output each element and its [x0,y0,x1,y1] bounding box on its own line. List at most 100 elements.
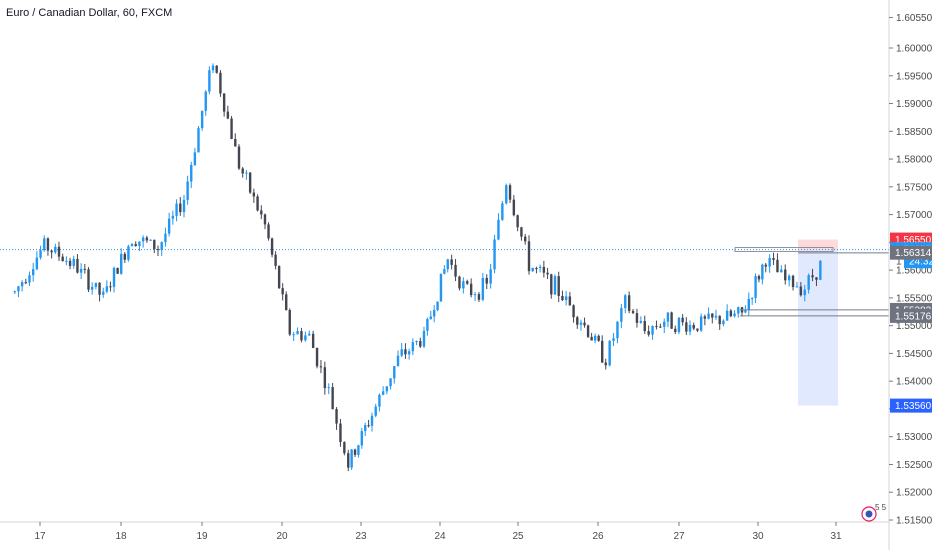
candle-body [90,286,94,290]
candle-body [608,340,611,366]
candle-body [260,210,263,215]
time-tick-label: 26 [592,531,604,542]
time-tick-label: 20 [276,531,288,542]
candle-body [360,431,364,446]
candle-body [204,91,207,111]
candle-body [200,110,204,129]
candle-body [419,341,422,347]
candle-body [811,275,814,278]
candle-body [612,338,615,341]
price-prefix-label: 1 [896,257,902,268]
candle-body [335,409,338,424]
candle-body [179,203,182,213]
candle-body [256,196,259,211]
candle-body [381,391,385,395]
candle-body [508,185,512,200]
candle-body [586,325,590,337]
currency-flag-center-icon [865,510,873,518]
candle-body [707,313,710,319]
candle-body [711,313,714,318]
price-tick-label: 1.55500 [896,293,932,304]
candle-body [65,260,68,262]
price-tick-label: 1.60550 [896,13,932,24]
candle-body [385,386,389,392]
candle-body [803,289,806,296]
time-tick-label: 24 [434,531,446,542]
time-tick-label: 19 [196,531,208,542]
candle-body [315,348,319,367]
price-tick-label: 1.53000 [896,432,932,443]
candle-body [61,256,64,262]
candle-body [109,286,112,288]
currency-badge[interactable]: 5 5 [861,503,887,522]
candle-body [87,269,90,290]
candle-body [156,249,160,251]
candle-body [411,342,415,352]
candle-body [31,269,35,276]
candle-body [477,294,481,300]
candle-body [20,282,24,287]
candle-body [94,282,98,287]
candle-body [24,282,28,284]
price-tick-label: 1.57000 [896,210,932,221]
take-profit-zone[interactable] [798,249,838,406]
candle-body [579,322,583,325]
candle-body [105,286,109,292]
candle-body [538,266,542,269]
stop-loss-zone[interactable] [798,239,838,250]
candle-body [120,253,123,274]
candle-body [655,326,658,328]
price-label: 1.56550 [895,235,932,246]
candle-body [561,295,564,301]
candle-body [815,277,818,280]
candle-body [17,286,20,292]
candle-body [364,425,367,432]
time-tick-label: 25 [512,531,524,542]
time-tick-label: 27 [673,531,685,542]
candle-body [222,93,226,112]
candle-body [784,269,787,281]
candle-body [553,276,557,295]
candle-body [819,260,822,280]
candle-body [404,349,407,355]
price-tick-label: 1.58500 [896,127,932,138]
candle-body [54,246,57,253]
candle-body [270,238,274,255]
candle-body [677,317,681,333]
candle-body [768,258,771,267]
candle-body [627,295,631,311]
candle-body [497,219,500,240]
price-label: 1.55176 [895,311,932,322]
price-label-bg [890,398,932,413]
candle-body [772,258,775,260]
candle-body [134,244,137,247]
candle-body [722,320,725,325]
candle-body [374,406,377,416]
price-tick-label: 1.54000 [896,377,932,388]
chart-title: Euro / Canadian Dollar, 60, FXCM [6,7,172,19]
candle-body [323,367,327,389]
candle-body [750,297,754,299]
candle-body [535,267,538,269]
candle-body [635,313,639,323]
time-tick-label: 30 [752,531,764,542]
candle-body [357,445,360,455]
candle-body [593,335,597,341]
price-label-bg [890,308,932,323]
candle-body [799,286,803,296]
candle-body [725,310,729,321]
price-tick-label: 1.59500 [896,71,932,82]
candle-body [43,238,46,251]
time-tick-label: 17 [34,531,46,542]
candle-body [145,237,149,241]
candle-body [160,242,163,250]
candle-body [663,321,666,327]
candle-body [13,291,16,293]
candle-body [407,351,411,355]
candle-body [415,341,418,343]
candle-body [141,237,145,242]
candle-body [171,215,175,219]
candle-body [308,333,311,336]
time-tick-label: 18 [115,531,127,542]
